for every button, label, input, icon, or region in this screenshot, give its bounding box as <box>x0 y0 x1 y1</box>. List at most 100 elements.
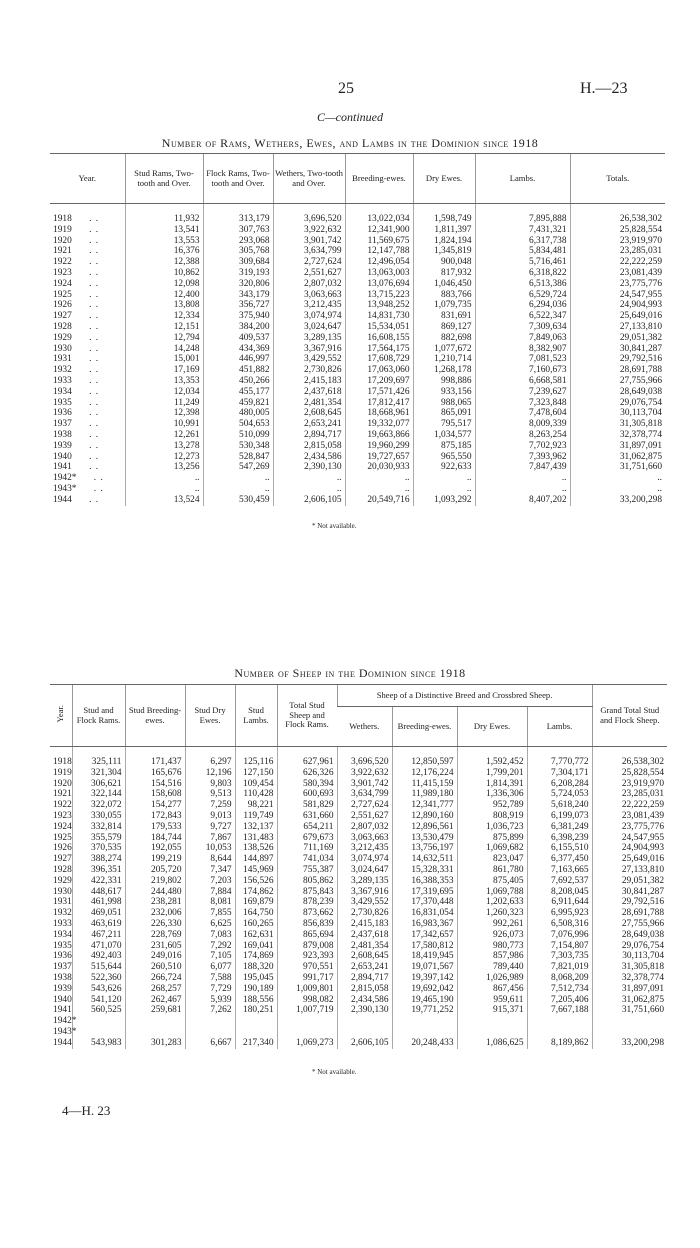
year-cell: 1929 <box>53 875 72 886</box>
value-cell: 1,069,682 <box>456 843 527 855</box>
year-cell: 1922 <box>53 800 72 811</box>
value-cell: 10,862 <box>124 267 203 279</box>
value-cell: 18,419,945 <box>391 951 457 963</box>
value-cell: 306,621 <box>71 778 125 790</box>
value-cell: 29,076,754 <box>569 397 665 409</box>
value-cell: 30,841,287 <box>591 886 668 898</box>
value-cell <box>526 1026 593 1038</box>
value-cell: 23,775,776 <box>591 821 668 833</box>
value-cell: 17,608,729 <box>344 354 413 366</box>
value-cell: 7,083 <box>184 929 235 941</box>
value-cell: 17,370,448 <box>391 897 457 909</box>
value-cell: 10,991 <box>124 419 203 430</box>
year-cell: 1931 <box>53 897 72 908</box>
table-row: 1921 322,144 158,608 9,513 110,428 600,693 3,6… <box>50 789 668 801</box>
table-row: 193014,248434,3693,367,91617,564,1751,07… <box>50 343 665 355</box>
value-cell: 244,480 <box>124 886 185 898</box>
value-cell: 17,169 <box>124 365 203 376</box>
table-row: 192116,376305,7683,634,79912,147,7881,34… <box>50 246 665 258</box>
value-cell: 6,667 <box>184 1037 235 1049</box>
value-cell: 469,051 <box>71 908 125 919</box>
value-cell: 5,618,240 <box>526 800 593 811</box>
value-cell: 29,792,516 <box>591 897 668 909</box>
value-cell: 19,663,866 <box>344 429 413 441</box>
value-cell: 2,894,717 <box>336 972 392 984</box>
value-cell: 31,305,818 <box>569 419 665 430</box>
value-cell: 865,091 <box>412 408 475 420</box>
table-row: 191913,541307,7633,922,63212,341,9001,81… <box>50 224 665 236</box>
value-cell: 325,111 <box>71 757 125 768</box>
value-cell: .. <box>412 483 475 495</box>
value-cell: 6,513,386 <box>474 278 570 290</box>
value-cell: 32,378,774 <box>591 972 668 984</box>
value-cell: 22,222,259 <box>569 257 665 268</box>
value-cell: 7,259 <box>184 800 235 811</box>
table-row: 193511,249459,8212,481,35417,812,417988,… <box>50 397 665 409</box>
value-cell: 16,376 <box>124 246 203 258</box>
value-cell: 180,251 <box>234 1005 277 1017</box>
value-cell: 11,249 <box>124 397 203 409</box>
table-row: 1942*.............. <box>50 473 665 484</box>
value-cell: 6,377,450 <box>526 854 593 865</box>
value-cell: 7,203 <box>184 875 235 887</box>
table-row: 192412,098320,8062,807,03213,076,6941,04… <box>50 278 665 290</box>
value-cell: 7,076,996 <box>526 929 593 941</box>
value-cell: 808,919 <box>456 810 527 822</box>
value-cell: 2,551,627 <box>272 267 345 279</box>
value-cell: 1,799,201 <box>456 767 527 779</box>
year-cell: 1921 <box>53 789 72 800</box>
column-header: Lambs. <box>526 706 593 747</box>
value-cell: 831,691 <box>412 311 475 322</box>
value-cell: 28,649,038 <box>569 386 665 398</box>
value-cell <box>234 1026 277 1038</box>
value-cell: 2,608,645 <box>272 408 345 420</box>
value-cell: 1,336,306 <box>456 789 527 801</box>
value-cell: 31,897,091 <box>591 983 668 995</box>
value-cell: 13,022,034 <box>344 214 413 225</box>
value-cell: 6,294,036 <box>474 300 570 312</box>
value-cell: 7,323,848 <box>474 397 570 409</box>
value-cell: 2,434,586 <box>272 451 345 463</box>
value-cell: 184,744 <box>124 832 185 844</box>
value-cell <box>184 1026 235 1038</box>
year-cell: 1944 <box>50 495 125 506</box>
value-cell: 7,081,523 <box>474 354 570 366</box>
value-cell: 8,208,045 <box>526 886 593 898</box>
value-cell: 679,673 <box>276 832 337 844</box>
value-cell: 192,055 <box>124 843 185 855</box>
value-cell: 13,256 <box>124 462 203 474</box>
value-cell: 127,150 <box>234 767 277 779</box>
year-cell: 1938 <box>53 972 72 983</box>
value-cell: 600,693 <box>276 789 337 801</box>
column-header: Wethers. <box>337 706 392 747</box>
value-cell: 9,513 <box>184 789 235 801</box>
table-row: 1925 355,579 184,744 7,867 131,483 679,673 3,0… <box>50 832 668 844</box>
value-cell: 856,839 <box>276 918 337 930</box>
value-cell: 195,045 <box>234 972 277 984</box>
value-cell: 13,353 <box>124 375 203 387</box>
value-cell: 6,508,316 <box>526 918 593 930</box>
value-cell: 19,727,657 <box>344 451 413 463</box>
value-cell: 463,619 <box>71 918 125 930</box>
value-cell: 154,277 <box>124 800 185 811</box>
value-cell: .. <box>124 473 203 484</box>
value-cell: 8,068,209 <box>526 972 593 984</box>
value-cell: 24,904,993 <box>569 300 665 312</box>
column-header: Grand Total Stud and Flock Sheep. <box>591 684 668 747</box>
value-cell: 12,273 <box>124 451 203 463</box>
value-cell: 19,332,077 <box>344 419 413 430</box>
value-cell: 3,024,647 <box>272 321 345 333</box>
value-cell: 1,007,719 <box>276 1005 337 1017</box>
value-cell: 6,668,581 <box>474 375 570 387</box>
value-cell: 31,897,091 <box>569 440 665 452</box>
value-cell: 11,415,159 <box>391 778 457 790</box>
value-cell: 6,398,239 <box>526 832 593 844</box>
year-cell: 1944 <box>53 1037 72 1048</box>
value-cell: 30,841,287 <box>569 343 665 355</box>
value-cell: 27,133,810 <box>569 321 665 333</box>
value-cell <box>234 1016 277 1027</box>
value-cell: 131,483 <box>234 832 277 844</box>
value-cell: 205,720 <box>124 864 185 876</box>
table-row: 1932 469,051 232,006 7,855 164,750 873,662 2,7… <box>50 908 668 919</box>
table-row: 193313,353450,2662,415,18317,209,697998,… <box>50 375 665 387</box>
